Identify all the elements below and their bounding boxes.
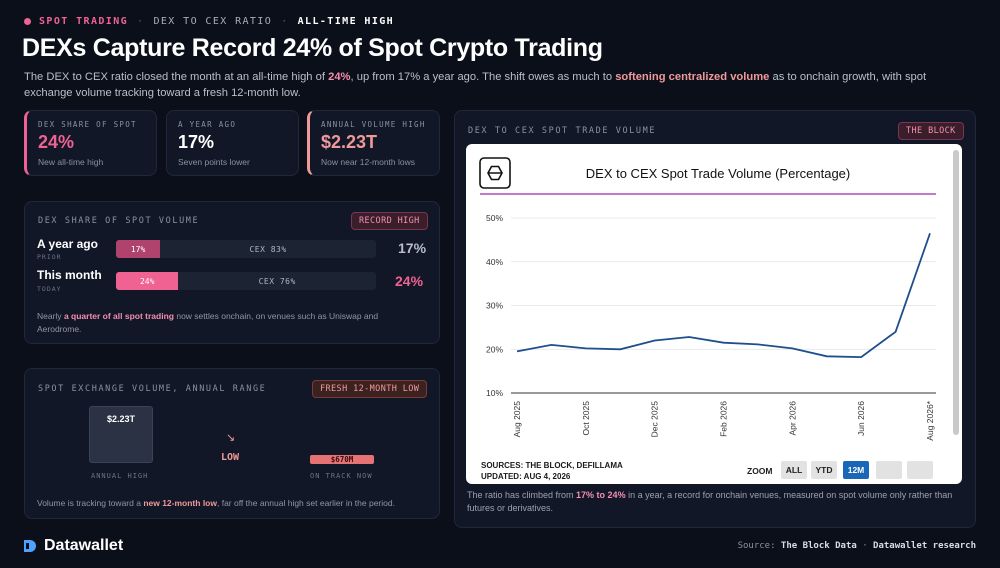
datawallet-logo[interactable]: Datawallet [22, 537, 123, 555]
stat-value: $2.23T [321, 132, 378, 152]
stat-value: 24% [38, 132, 75, 152]
on-track-now-column: $670M [310, 455, 374, 464]
share-note: Nearly a quarter of all spot trading now… [37, 311, 379, 334]
zoom-ytd-button[interactable]: YTD [811, 461, 837, 479]
x-tick-label: Jun 2026 [856, 401, 866, 436]
annual-high-value: $2.23T [106, 414, 136, 424]
low-label: LOW [221, 452, 240, 463]
line-chart: DEX to CEX Spot Trade Volume (Percentage… [479, 157, 936, 441]
stat-card-dex-share: DEX SHARE OF SPOT 24% New all-time high [24, 110, 157, 176]
stat-label: DEX SHARE OF SPOT [38, 120, 137, 129]
x-tick-label: Aug 2025 [512, 401, 522, 438]
fresh-low-badge: FRESH 12-MONTH LOW [312, 380, 428, 398]
crumb-all-time-high: ALL-TIME HIGH [297, 16, 395, 27]
embedded-chart-frame: DEX to CEX Spot Trade Volume (Percentage… [466, 144, 962, 484]
y-tick-label: 20% [486, 344, 503, 354]
annual-high-caption: ANNUAL HIGH [91, 472, 149, 480]
section-title: DEX TO CEX SPOT TRADE VOLUME [468, 126, 657, 136]
y-tick-label: 50% [486, 213, 503, 223]
row-sub-today: TODAY [37, 285, 62, 293]
dex-segment: 17% [116, 240, 161, 258]
x-tick-label: Dec 2025 [650, 401, 660, 438]
x-tick-label: Aug 2026* [925, 400, 935, 440]
page-title: DEXs Capture Record 24% of Spot Crypto T… [22, 34, 603, 62]
crumb-separator: · [137, 16, 145, 27]
crumb-separator: · [281, 16, 289, 27]
row-sub-prior: PRIOR [37, 253, 62, 261]
row-pct-year-ago: 17% [398, 240, 427, 256]
lede-paragraph: The DEX to CEX ratio closed the month at… [24, 71, 927, 99]
chart-updated: UPDATED: AUG 4, 2026 [481, 472, 571, 481]
the-block-badge: THE BLOCK [898, 122, 964, 140]
row-label-year-ago: A year ago [37, 237, 98, 251]
live-dot-icon [24, 18, 31, 25]
y-tick-label: 30% [486, 301, 503, 311]
zoom-button-blank-2[interactable] [907, 461, 933, 479]
stat-card-year-ago: A YEAR AGO 17% Seven points lower [166, 110, 299, 176]
share-bar-year-ago: 17% CEX 83% [116, 240, 376, 258]
stat-label: A YEAR AGO [178, 120, 237, 129]
zoom-label: ZOOM [747, 466, 773, 476]
section-title: SPOT EXCHANGE VOLUME, ANNUAL RANGE [38, 384, 267, 394]
lede-highlight-24: 24% [328, 71, 351, 83]
dex-segment: 24% [116, 272, 179, 290]
share-bar-this-month: 24% CEX 76% [116, 272, 376, 290]
chart-sources: SOURCES: THE BLOCK, DEFILLAMA [481, 461, 623, 470]
zoom-12m-button[interactable]: 12M [843, 461, 869, 479]
crumb-dex-cex-ratio[interactable]: DEX TO CEX RATIO [153, 16, 273, 27]
stat-card-annual-high: ANNUAL VOLUME HIGH $2.23T Now near 12-mo… [307, 110, 440, 176]
datawallet-logo-icon [24, 540, 36, 552]
footer-source: Source: The Block Data · Datawallet rese… [737, 541, 976, 551]
stat-sub: Now near 12-month lows [321, 157, 416, 167]
stat-value: 17% [178, 132, 215, 152]
stat-sub: Seven points lower [178, 157, 250, 167]
x-tick-label: Apr 2026 [787, 401, 797, 436]
on-track-now-value: $670M [330, 455, 354, 464]
row-label-this-month: This month [37, 268, 102, 282]
row-pct-this-month: 24% [395, 273, 424, 289]
section-title: DEX SHARE OF SPOT VOLUME [38, 216, 200, 226]
range-note: Volume is tracking toward a new 12-month… [37, 498, 395, 508]
series-line [516, 233, 931, 359]
x-tick-label: Feb 2026 [719, 401, 729, 437]
the-block-logo-icon [479, 157, 511, 189]
cex-segment: CEX 76% [258, 276, 296, 286]
brand-name: Datawallet [44, 537, 124, 554]
record-high-badge: RECORD HIGH [351, 212, 428, 230]
on-track-caption: ON TRACK NOW [310, 472, 373, 480]
crumb-spot-trading[interactable]: SPOT TRADING [39, 16, 129, 27]
x-tick-label: Oct 2025 [581, 401, 591, 436]
arrow-down-right-icon: ↘ [226, 432, 236, 444]
cex-segment: CEX 83% [249, 244, 287, 254]
breadcrumb: SPOT TRADING · DEX TO CEX RATIO · ALL-TI… [24, 16, 394, 27]
y-tick-label: 40% [486, 257, 503, 267]
zoom-all-button[interactable]: ALL [781, 461, 807, 479]
y-tick-label: 10% [486, 388, 503, 398]
chart-caption: The ratio has climbed from 17% to 24% in… [467, 490, 953, 513]
zoom-button-blank-1[interactable] [876, 461, 902, 479]
stat-sub: New all-time high [38, 157, 104, 167]
chart-scrollbar[interactable] [953, 150, 959, 435]
chart-title: DEX to CEX Spot Trade Volume (Percentage… [586, 166, 850, 181]
lede-highlight-softening: softening centralized volume [615, 71, 770, 83]
stat-label: ANNUAL VOLUME HIGH [321, 120, 426, 129]
annual-high-column: $2.23T [89, 406, 153, 463]
